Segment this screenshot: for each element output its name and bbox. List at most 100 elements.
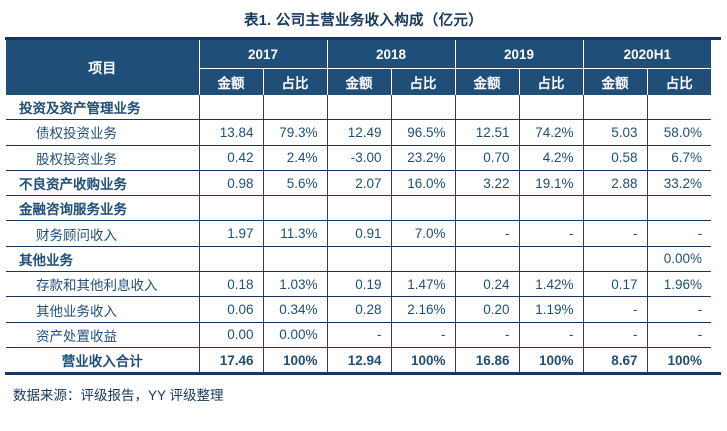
cell-value: 0.00% (646, 246, 712, 273)
cell-value: 100% (390, 347, 456, 373)
subheader-row: 金额 占比 金额 占比 金额 占比 金额 占比 (6, 68, 712, 95)
cell-value: 2.88 (582, 170, 648, 197)
cell-value (518, 246, 584, 273)
cell-value: 3.22 (454, 170, 520, 197)
cell-value (646, 95, 712, 121)
cell-value (454, 246, 520, 273)
table-row: 金融咨询服务业务 (6, 195, 712, 222)
cell-value: - (582, 296, 648, 323)
cell-value (262, 95, 328, 121)
cell-value: 1.03% (262, 271, 328, 298)
cell-value (454, 95, 520, 121)
cell-value: 0.28 (326, 296, 392, 323)
subheader-amount: 金额 (454, 68, 520, 95)
row-label: 存款和其他利息收入 (6, 271, 199, 298)
cell-value: 6.7% (646, 145, 712, 171)
cell-value (390, 195, 456, 222)
cell-value: - (518, 220, 584, 247)
cell-value (582, 246, 648, 273)
cell-value: 2.4% (262, 145, 328, 171)
cell-value: 0.34% (262, 296, 328, 323)
table-row: 资产处置收益 0.00 0.00% - - - - - - (6, 322, 712, 348)
row-label: 其他业务收入 (6, 296, 199, 323)
row-label: 财务顾问收入 (6, 220, 199, 247)
table-frame: 项目 2017 2018 2019 2020H1 金额 占比 金额 占比 金额 … (5, 37, 721, 376)
cell-value: - (454, 220, 520, 247)
cell-value: 0.91 (326, 220, 392, 247)
cell-value: 1.19% (518, 296, 584, 323)
cell-value: - (646, 220, 712, 247)
cell-value: 0.18 (198, 271, 263, 298)
cell-value: 0.42 (198, 145, 263, 171)
cell-value: 17.46 (198, 347, 263, 373)
table-row: 不良资产收购业务 0.98 5.6% 2.07 16.0% 3.22 19.1%… (6, 170, 712, 197)
cell-value: 33.2% (646, 170, 712, 197)
table-row: 投资及资产管理业务 (6, 95, 712, 121)
cell-value: - (646, 322, 712, 348)
column-header-year-2020h1: 2020H1 (582, 40, 712, 69)
subheader-share: 占比 (646, 68, 712, 95)
cell-value: 1.47% (390, 271, 456, 298)
row-label: 债权投资业务 (6, 119, 199, 146)
cell-value: - (454, 322, 520, 348)
cell-value: 23.2% (390, 145, 456, 171)
cell-value: 7.0% (390, 220, 456, 247)
cell-value: 16.86 (454, 347, 520, 373)
cell-value: 5.6% (262, 170, 328, 197)
cell-value: 100% (262, 347, 328, 373)
table-row: 存款和其他利息收入 0.18 1.03% 0.19 1.47% 0.24 1.4… (6, 271, 712, 298)
cell-value: 0.24 (454, 271, 520, 298)
table-body: 投资及资产管理业务 债权投资业务 13.84 79.3% 12.49 96.5% (6, 95, 712, 373)
cell-value: 12.49 (326, 119, 392, 146)
cell-value: 0.98 (198, 170, 263, 197)
table-row: 其他业务收入 0.06 0.34% 0.28 2.16% 0.20 1.19% … (6, 296, 712, 323)
table-row: 债权投资业务 13.84 79.3% 12.49 96.5% 12.51 74.… (6, 119, 712, 146)
cell-value: 79.3% (262, 119, 328, 146)
cell-value (518, 95, 584, 121)
cell-value: 2.07 (326, 170, 392, 197)
column-header-year-2019: 2019 (454, 40, 584, 69)
cell-value (390, 246, 456, 273)
cell-value: - (582, 220, 648, 247)
table-row-total: 营业收入合计 17.46 100% 12.94 100% 16.86 100% … (6, 347, 712, 373)
table-row: 财务顾问收入 1.97 11.3% 0.91 7.0% - - - - (6, 220, 712, 247)
cell-value (454, 195, 520, 222)
cell-value (198, 195, 263, 222)
row-label: 资产处置收益 (6, 322, 199, 348)
cell-value: 5.03 (582, 119, 648, 146)
row-label: 不良资产收购业务 (6, 170, 199, 197)
cell-value: - (646, 296, 712, 323)
cell-value: 0.00% (262, 322, 328, 348)
cell-value: 1.42% (518, 271, 584, 298)
cell-value: 0.70 (454, 145, 520, 171)
cell-value: - (326, 322, 392, 348)
cell-value: 0.58 (582, 145, 648, 171)
cell-value: 100% (646, 347, 712, 373)
table-row: 其他业务 0.00% (6, 246, 712, 273)
cell-value (198, 95, 263, 121)
column-header-year-2018: 2018 (326, 40, 456, 69)
cell-value (582, 95, 648, 121)
column-header-year-2017: 2017 (198, 40, 328, 69)
cell-value: 58.0% (646, 119, 712, 146)
cell-value (198, 246, 263, 273)
cell-value (582, 195, 648, 222)
subheader-share: 占比 (518, 68, 584, 95)
cell-value: - (582, 322, 648, 348)
cell-value: - (390, 322, 456, 348)
cell-value: 1.97 (198, 220, 263, 247)
year-header-row: 项目 2017 2018 2019 2020H1 (6, 40, 712, 95)
cell-value (326, 195, 392, 222)
data-source-note: 数据来源：评级报告，YY 评级整理 (13, 388, 224, 404)
cell-value: - (518, 322, 584, 348)
row-label: 投资及资产管理业务 (6, 95, 199, 121)
cell-value: 0.20 (454, 296, 520, 323)
cell-value: 0.00 (198, 322, 263, 348)
cell-value: 1.96% (646, 271, 712, 298)
table-title: 表1. 公司主营业务收入构成（亿元） (243, 13, 484, 29)
cell-value: 0.06 (198, 296, 263, 323)
cell-value: 11.3% (262, 220, 328, 247)
subheader-share: 占比 (262, 68, 328, 95)
cell-value (326, 246, 392, 273)
revenue-composition-table: 项目 2017 2018 2019 2020H1 金额 占比 金额 占比 金额 … (6, 40, 712, 373)
